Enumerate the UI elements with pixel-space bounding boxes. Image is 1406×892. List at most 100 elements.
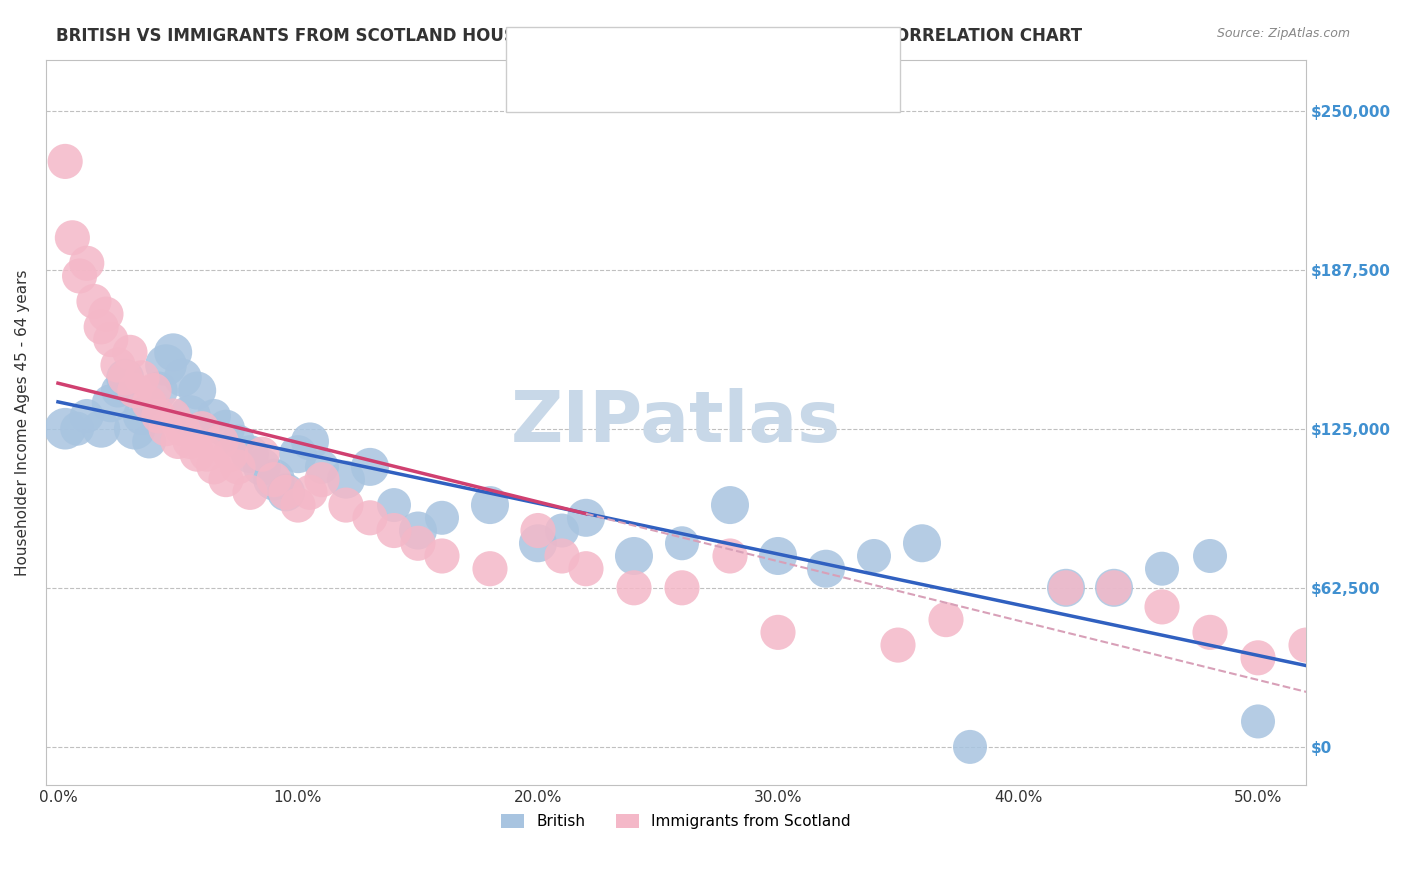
Point [1150, 562, 1173, 576]
Point [143, 384, 166, 398]
Point [311, 473, 333, 487]
Point [215, 422, 238, 436]
Point [76, 256, 98, 270]
Point [575, 562, 598, 576]
Point [911, 536, 934, 550]
Point [66, 422, 89, 436]
Point [718, 549, 741, 563]
Point [1102, 581, 1125, 595]
Point [191, 422, 214, 436]
Point [359, 459, 381, 474]
Point [107, 358, 129, 372]
Point [202, 409, 225, 423]
Point [263, 473, 285, 487]
Point [935, 613, 957, 627]
Point [263, 473, 285, 487]
Point [311, 459, 333, 474]
Point [131, 409, 153, 423]
Point [863, 549, 886, 563]
Point [186, 447, 208, 461]
Point [202, 459, 225, 474]
Point [1054, 581, 1077, 595]
Point [551, 549, 574, 563]
Point [226, 434, 249, 449]
Point [1295, 638, 1317, 652]
Point [959, 739, 981, 754]
Point [179, 434, 201, 449]
Point [53, 422, 76, 436]
Point [60, 231, 83, 245]
Point [186, 384, 208, 398]
Text: 48: 48 [773, 45, 794, 59]
Point [335, 498, 357, 512]
Point [226, 459, 249, 474]
Point [1247, 714, 1270, 729]
Point [195, 447, 218, 461]
Point [155, 422, 177, 436]
Point [298, 485, 321, 500]
Point [671, 581, 693, 595]
Point [575, 510, 598, 524]
Point [430, 549, 453, 563]
Point [335, 473, 357, 487]
Point [1247, 650, 1270, 665]
Point [131, 371, 153, 385]
Point [406, 524, 429, 538]
Point [250, 447, 273, 461]
Point [94, 307, 117, 321]
Point [124, 422, 146, 436]
Point [148, 409, 170, 423]
Point [478, 562, 501, 576]
Point [298, 434, 321, 449]
Point [527, 536, 550, 550]
Text: -0.218: -0.218 [591, 78, 645, 92]
Point [172, 371, 194, 385]
Point [887, 638, 910, 652]
Point [250, 459, 273, 474]
Point [478, 498, 501, 512]
Point [209, 434, 232, 449]
Point [1054, 581, 1077, 595]
Point [162, 345, 184, 359]
Point [124, 384, 146, 398]
Point [382, 498, 405, 512]
Point [1319, 613, 1341, 627]
Point [239, 485, 262, 500]
Point [1199, 625, 1222, 640]
Point [76, 409, 98, 423]
Point [287, 447, 309, 461]
Text: BRITISH VS IMMIGRANTS FROM SCOTLAND HOUSEHOLDER INCOME AGES 45 - 64 YEARS CORREL: BRITISH VS IMMIGRANTS FROM SCOTLAND HOUS… [56, 27, 1083, 45]
Point [766, 549, 789, 563]
Point [118, 345, 141, 359]
Text: ZIPatlas: ZIPatlas [510, 388, 841, 457]
Text: R =  -0.435    N = 48: R = -0.435 N = 48 [558, 45, 718, 59]
Legend: British, Immigrants from Scotland: British, Immigrants from Scotland [495, 808, 856, 836]
Point [623, 549, 645, 563]
Point [107, 384, 129, 398]
Point [382, 524, 405, 538]
Point [766, 625, 789, 640]
Point [138, 434, 160, 449]
Point [162, 409, 184, 423]
Point [718, 498, 741, 512]
Point [100, 396, 122, 410]
Point [1102, 581, 1125, 595]
Point [430, 510, 453, 524]
Point [179, 409, 201, 423]
Point [623, 581, 645, 595]
Point [527, 524, 550, 538]
Y-axis label: Householder Income Ages 45 - 64 years: Householder Income Ages 45 - 64 years [15, 269, 30, 575]
Point [406, 536, 429, 550]
Text: R =  -0.218    N = 59: R = -0.218 N = 59 [558, 78, 718, 92]
Point [274, 485, 297, 500]
Point [219, 447, 242, 461]
Point [1199, 549, 1222, 563]
Text: Source: ZipAtlas.com: Source: ZipAtlas.com [1216, 27, 1350, 40]
Point [172, 422, 194, 436]
Point [114, 371, 136, 385]
Point [1150, 599, 1173, 614]
Text: 59: 59 [773, 78, 794, 92]
Point [287, 498, 309, 512]
Text: -0.435: -0.435 [591, 45, 645, 59]
Point [167, 434, 190, 449]
